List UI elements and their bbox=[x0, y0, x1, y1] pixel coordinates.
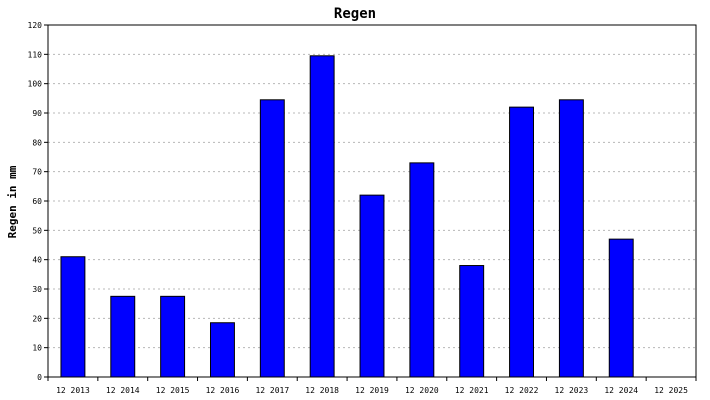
x-tick-label: 12 2020 bbox=[405, 386, 439, 395]
bars bbox=[60, 55, 634, 378]
bar bbox=[60, 256, 86, 378]
bar bbox=[110, 295, 136, 378]
x-tick-label: 12 2025 bbox=[654, 386, 688, 395]
y-tick-label: 120 bbox=[28, 21, 43, 30]
y-tick-label: 100 bbox=[28, 80, 43, 89]
y-tick-label: 40 bbox=[32, 256, 42, 265]
x-tick-label: 12 2024 bbox=[604, 386, 638, 395]
bar bbox=[309, 55, 335, 378]
bar bbox=[608, 238, 634, 378]
y-tick-label: 80 bbox=[32, 138, 42, 147]
bar bbox=[259, 99, 285, 378]
y-axis-label: Regen in mm bbox=[6, 165, 19, 238]
x-tick-label: 12 2019 bbox=[355, 386, 389, 395]
bar bbox=[160, 295, 186, 378]
y-tick-label: 10 bbox=[32, 344, 42, 353]
bar bbox=[558, 99, 584, 378]
bar bbox=[209, 322, 235, 378]
y-tick-label: 20 bbox=[32, 314, 42, 323]
y-tick-label: 90 bbox=[32, 109, 42, 118]
x-tick-label: 12 2021 bbox=[455, 386, 489, 395]
x-tick-label: 12 2023 bbox=[555, 386, 589, 395]
x-tick-label: 12 2016 bbox=[206, 386, 240, 395]
y-tick-label: 30 bbox=[32, 285, 42, 294]
x-tick-label: 12 2022 bbox=[505, 386, 539, 395]
y-tick-label: 70 bbox=[32, 168, 42, 177]
y-tick-label: 110 bbox=[28, 50, 43, 59]
x-tick-label: 12 2014 bbox=[106, 386, 140, 395]
bar bbox=[359, 194, 385, 378]
x-tick-label: 12 2015 bbox=[156, 386, 190, 395]
bar bbox=[459, 265, 485, 378]
bar bbox=[409, 162, 435, 378]
x-tick-label: 12 2018 bbox=[305, 386, 339, 395]
y-tick-label: 60 bbox=[32, 197, 42, 206]
y-tick-label: 0 bbox=[37, 373, 42, 382]
y-tick-label: 50 bbox=[32, 226, 42, 235]
axes bbox=[44, 24, 697, 381]
x-tick-labels: 12 2013 12 2014 12 2015 12 2016 12 2017 12 20… bbox=[56, 386, 688, 395]
y-tick-labels: 0 10 20 30 40 50 60 70 80 90 100 110 120 bbox=[28, 21, 43, 382]
bar bbox=[509, 106, 535, 378]
chart-title: Regen bbox=[334, 6, 376, 22]
x-tick-label: 12 2013 bbox=[56, 386, 90, 395]
x-tick-label: 12 2017 bbox=[255, 386, 289, 395]
plot-frame bbox=[47, 24, 697, 378]
